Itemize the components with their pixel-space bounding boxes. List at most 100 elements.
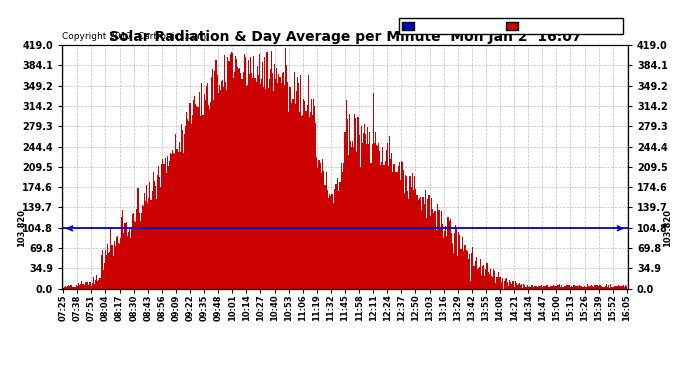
Bar <box>523 284 524 289</box>
Bar <box>483 265 484 289</box>
Bar <box>584 286 585 289</box>
Bar <box>374 142 375 289</box>
Bar <box>121 217 122 289</box>
Bar <box>278 74 279 289</box>
Bar <box>507 282 508 289</box>
Bar <box>414 176 415 289</box>
Bar <box>625 285 627 289</box>
Bar <box>338 191 339 289</box>
Bar <box>446 236 447 289</box>
Bar <box>485 269 486 289</box>
Bar <box>365 135 366 289</box>
Bar <box>132 214 133 289</box>
Bar <box>154 181 155 289</box>
Bar <box>182 130 183 289</box>
Bar <box>544 286 545 289</box>
Bar <box>456 229 457 289</box>
Bar <box>608 285 609 289</box>
Bar <box>375 132 376 289</box>
Bar <box>344 132 346 289</box>
Bar <box>570 287 571 289</box>
Bar <box>323 171 324 289</box>
Bar <box>477 268 479 289</box>
Bar <box>324 185 325 289</box>
Bar <box>334 189 335 289</box>
Bar <box>604 286 606 289</box>
Bar <box>158 166 159 289</box>
Bar <box>155 186 156 289</box>
Bar <box>411 187 412 289</box>
Bar <box>193 100 194 289</box>
Bar <box>69 286 70 289</box>
Bar <box>395 171 397 289</box>
Bar <box>380 165 382 289</box>
Bar <box>139 221 141 289</box>
Bar <box>558 285 559 289</box>
Bar <box>325 185 326 289</box>
Bar <box>408 199 409 289</box>
Bar <box>560 287 561 289</box>
Bar <box>529 286 530 289</box>
Bar <box>106 255 107 289</box>
Bar <box>460 249 462 289</box>
Bar <box>264 57 266 289</box>
Bar <box>304 101 306 289</box>
Bar <box>279 76 281 289</box>
Bar <box>83 284 84 289</box>
Bar <box>120 238 121 289</box>
Bar <box>451 233 452 289</box>
Bar <box>312 115 313 289</box>
Bar <box>354 114 355 289</box>
Bar <box>206 86 207 289</box>
Bar <box>580 286 581 289</box>
Bar <box>208 105 209 289</box>
Bar <box>568 285 569 289</box>
Title: Solar Radiation & Day Average per Minute  Mon Jan 2  16:07: Solar Radiation & Day Average per Minute… <box>109 30 581 44</box>
Bar <box>181 124 182 289</box>
Bar <box>366 144 367 289</box>
Text: 103.820: 103.820 <box>17 209 26 248</box>
Bar <box>276 68 277 289</box>
Bar <box>340 182 342 289</box>
Bar <box>263 87 264 289</box>
Bar <box>465 246 466 289</box>
Bar <box>371 144 373 289</box>
Bar <box>124 223 126 289</box>
Bar <box>313 99 314 289</box>
Bar <box>450 219 451 289</box>
Bar <box>110 227 111 289</box>
Bar <box>359 167 361 289</box>
Bar <box>522 288 523 289</box>
Bar <box>157 175 158 289</box>
Bar <box>353 147 354 289</box>
Bar <box>91 286 92 289</box>
Bar <box>350 141 351 289</box>
Bar <box>589 285 591 289</box>
Bar <box>310 112 311 289</box>
Bar <box>228 61 230 289</box>
Bar <box>240 74 241 289</box>
Bar <box>452 243 453 289</box>
Bar <box>187 119 188 289</box>
Bar <box>282 73 283 289</box>
Bar <box>409 176 411 289</box>
Bar <box>261 80 262 289</box>
Bar <box>593 287 594 289</box>
Bar <box>578 286 579 289</box>
Bar <box>200 116 201 289</box>
Bar <box>337 178 338 289</box>
Bar <box>201 83 202 289</box>
Bar <box>207 83 208 289</box>
Bar <box>505 279 506 289</box>
Bar <box>462 251 464 289</box>
Bar <box>479 267 480 289</box>
Bar <box>494 271 495 289</box>
Bar <box>290 87 291 289</box>
Bar <box>443 238 444 289</box>
Bar <box>321 172 322 289</box>
Bar <box>351 147 352 289</box>
Bar <box>610 284 611 289</box>
Bar <box>489 274 490 289</box>
Bar <box>84 285 86 289</box>
Bar <box>492 277 493 289</box>
